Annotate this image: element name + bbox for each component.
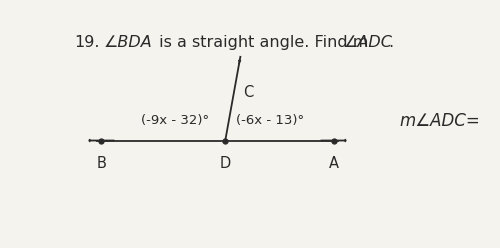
Text: A: A <box>329 156 339 171</box>
Text: D: D <box>220 156 231 171</box>
Text: ∠ADC: ∠ADC <box>344 35 392 51</box>
Text: .: . <box>388 35 393 51</box>
Text: is a straight angle. Find m: is a straight angle. Find m <box>154 35 368 51</box>
Text: (-9x - 32)°: (-9x - 32)° <box>141 114 209 127</box>
Text: 19.: 19. <box>74 35 100 51</box>
Text: C: C <box>244 86 254 100</box>
Text: m∠ADC=: m∠ADC= <box>400 112 480 130</box>
Text: B: B <box>96 156 106 171</box>
Text: ∠BDA: ∠BDA <box>103 35 152 51</box>
Text: (-6x - 13)°: (-6x - 13)° <box>236 114 304 127</box>
